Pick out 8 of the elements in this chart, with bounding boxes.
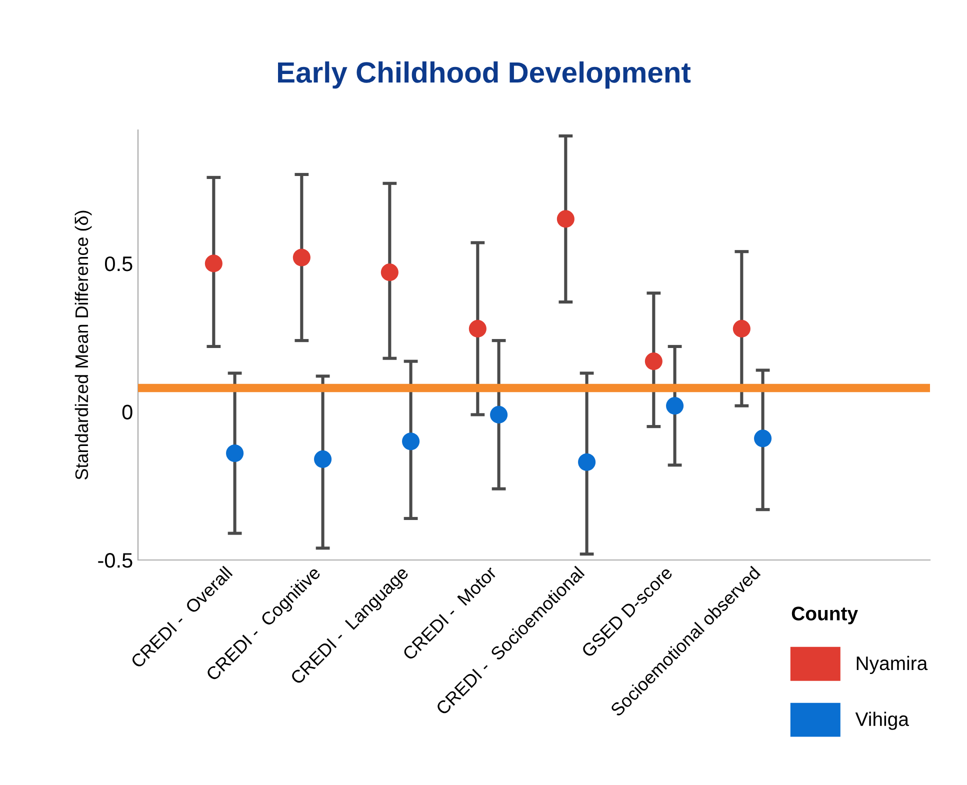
chart-title: Early Childhood Development [278, 61, 691, 89]
y-tick-label: 0 [122, 404, 132, 420]
legend-title: County [792, 606, 858, 624]
legend-label: Nyamira [856, 656, 928, 674]
y-tick-label: -0.5 [98, 553, 132, 568]
y-axis-title: Standardized Mean Difference (δ) [74, 210, 92, 480]
legend-label: Vihiga [855, 712, 909, 730]
y-tick-label: 0.5 [104, 256, 132, 272]
